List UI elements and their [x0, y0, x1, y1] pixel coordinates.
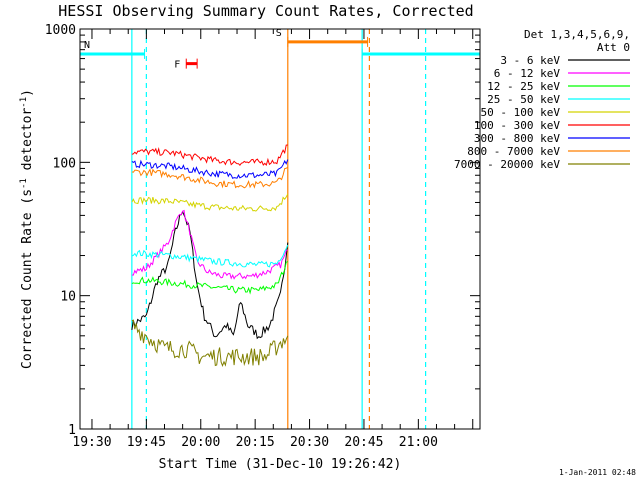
- y-axis-label-part3: ): [20, 89, 35, 97]
- plot-area: N S F: [79, 28, 481, 429]
- y-axis-label-sup1: -1: [19, 178, 29, 189]
- series-line-7: [131, 159, 289, 179]
- x-axis-label: Start Time (31-Dec-10 19:26:42): [159, 457, 402, 472]
- y-axis-label-sup2: -1: [19, 97, 29, 108]
- y-axis-label-part2: detector: [20, 108, 35, 179]
- x-tick-label: 20:15: [236, 435, 275, 450]
- series-line-8: [131, 166, 289, 189]
- series-line-9: [131, 319, 289, 367]
- flag-s-label: S: [276, 28, 282, 39]
- y-tick-label: 100: [53, 156, 76, 171]
- flag-n-label: N: [84, 40, 90, 51]
- x-tick-label: 19:30: [72, 435, 111, 450]
- y-axis: 1 10 100 1000: [45, 23, 480, 438]
- legend-header-attenuator: Att 0: [597, 41, 630, 54]
- series-line-4: [131, 244, 289, 268]
- legend-label: 12 - 25 keV: [487, 80, 560, 93]
- series-line-1: [131, 210, 289, 340]
- legend-label: 300 - 800 keV: [474, 132, 560, 145]
- legend-label: 7000 - 20000 keV: [454, 158, 560, 171]
- chart-title: HESSI Observing Summary Count Rates, Cor…: [58, 2, 473, 20]
- timestamp: 1-Jan-2011 02:48: [559, 468, 636, 477]
- series-line-6: [131, 144, 288, 166]
- legend-label: 6 - 12 keV: [494, 67, 561, 80]
- y-tick-label: 10: [60, 290, 76, 305]
- legend-label: 25 - 50 keV: [487, 93, 560, 106]
- legend-header-detectors: Det 1,3,4,5,6,9,: [524, 28, 630, 41]
- x-tick-label: 21:00: [399, 435, 438, 450]
- legend-label: 3 - 6 keV: [500, 54, 560, 67]
- series-line-5: [131, 193, 289, 212]
- x-tick-label: 20:45: [344, 435, 383, 450]
- plot-frame: [79, 28, 481, 430]
- legend-label: 800 - 7000 keV: [467, 145, 560, 158]
- x-tick-label: 20:00: [181, 435, 220, 450]
- flag-f-label: F: [174, 60, 180, 71]
- x-tick-label: 20:30: [290, 435, 329, 450]
- y-axis-label-part1: Corrected Count Rate (s: [20, 189, 35, 369]
- y-tick-label: 1000: [45, 23, 76, 38]
- legend-label: 50 - 100 keV: [481, 106, 561, 119]
- series-line-2: [131, 209, 288, 280]
- y-axis-label: Corrected Count Rate (s-1 detector-1): [19, 89, 35, 369]
- x-tick-label: 19:45: [127, 435, 166, 450]
- legend-label: 100 - 300 keV: [474, 119, 560, 132]
- series-line-3: [131, 261, 288, 295]
- y-tick-label: 1: [68, 423, 76, 438]
- x-axis: 19:30 19:45 20:00 20:15 20:30 20:45 21:00: [72, 29, 474, 450]
